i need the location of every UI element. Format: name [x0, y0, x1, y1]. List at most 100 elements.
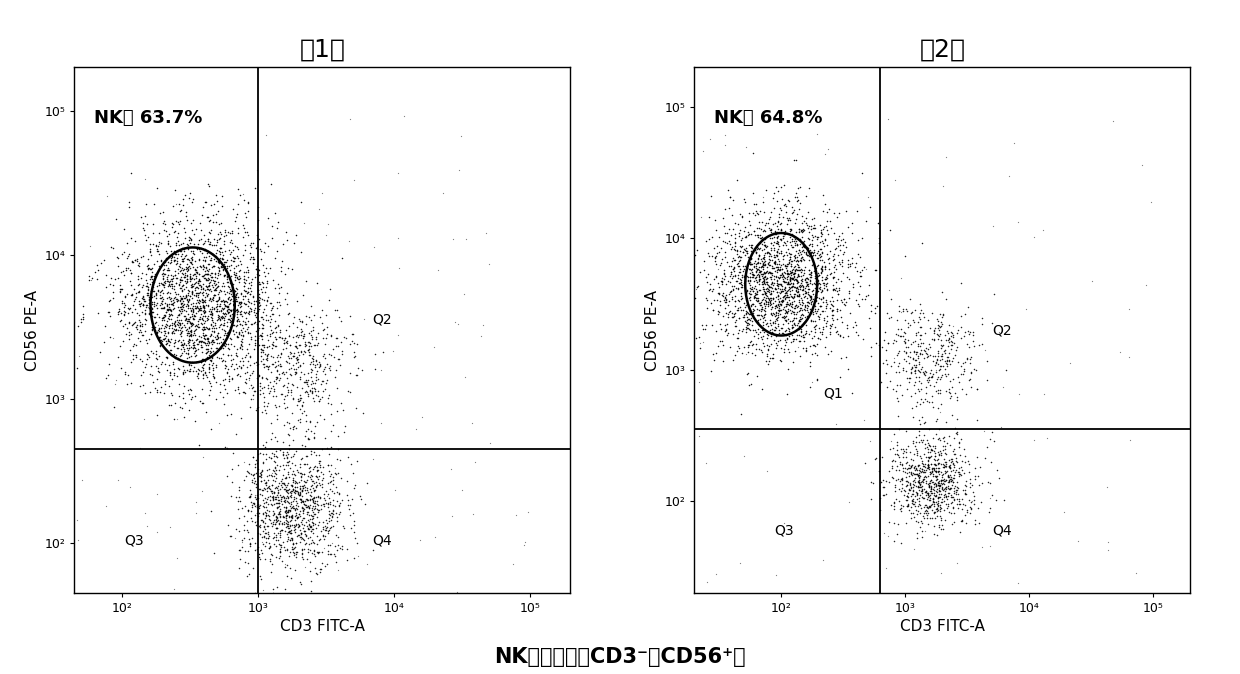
Point	[825, 262, 844, 273]
Point	[939, 348, 959, 359]
Point	[227, 296, 247, 307]
Point	[243, 390, 263, 401]
Point	[774, 276, 794, 286]
Point	[241, 238, 260, 249]
Point	[290, 390, 310, 400]
Point	[861, 494, 880, 505]
Point	[179, 337, 198, 348]
Point	[143, 376, 162, 387]
Point	[238, 348, 258, 359]
Point	[712, 276, 732, 286]
Point	[1141, 197, 1161, 208]
Point	[956, 327, 976, 338]
Point	[279, 526, 299, 537]
Point	[851, 266, 870, 277]
Point	[217, 330, 237, 341]
Point	[180, 187, 200, 198]
Point	[295, 440, 315, 451]
Point	[930, 505, 950, 516]
Point	[167, 236, 187, 247]
Point	[931, 513, 951, 524]
Point	[806, 295, 826, 306]
Point	[169, 289, 188, 300]
Point	[936, 152, 956, 162]
Point	[843, 321, 863, 332]
Point	[299, 501, 319, 512]
Point	[950, 527, 970, 538]
Point	[805, 231, 825, 241]
Point	[744, 291, 764, 302]
Point	[269, 501, 289, 512]
Point	[808, 253, 828, 264]
Point	[253, 307, 273, 317]
Point	[745, 255, 765, 266]
Point	[918, 444, 937, 455]
Point	[218, 294, 238, 305]
Point	[182, 287, 202, 298]
Point	[774, 200, 794, 210]
Point	[118, 252, 138, 263]
Point	[303, 353, 322, 364]
Point	[151, 334, 171, 345]
Point	[165, 291, 185, 302]
Point	[195, 295, 215, 306]
Point	[967, 415, 987, 426]
Point	[161, 283, 181, 294]
Point	[176, 313, 196, 324]
Point	[247, 482, 267, 493]
Point	[802, 247, 822, 257]
Point	[763, 262, 782, 273]
Point	[161, 334, 181, 345]
Point	[293, 496, 312, 507]
Point	[768, 266, 787, 277]
Point	[265, 357, 285, 367]
Point	[777, 299, 797, 309]
Point	[781, 224, 801, 235]
Point	[738, 347, 758, 358]
Point	[777, 284, 797, 295]
Point	[205, 371, 224, 382]
Point	[750, 299, 770, 310]
Point	[769, 253, 789, 264]
Point	[830, 305, 849, 315]
Point	[299, 347, 319, 358]
Point	[180, 333, 200, 344]
Point	[184, 245, 203, 256]
Point	[797, 297, 817, 307]
Y-axis label: CD56 PE-A: CD56 PE-A	[645, 290, 661, 371]
Point	[777, 290, 797, 301]
Point	[190, 336, 210, 347]
Point	[329, 499, 348, 510]
Point	[725, 295, 745, 306]
Point	[909, 485, 929, 495]
Point	[968, 518, 988, 528]
Point	[753, 233, 773, 244]
Point	[281, 347, 301, 358]
Point	[130, 212, 150, 222]
Point	[296, 377, 316, 388]
Point	[751, 269, 771, 280]
Point	[296, 477, 316, 487]
Point	[816, 296, 836, 307]
Point	[222, 372, 242, 383]
Point	[847, 206, 867, 216]
Point	[849, 288, 869, 299]
Point	[765, 302, 785, 313]
Point	[309, 357, 329, 368]
Point	[143, 322, 162, 333]
Point	[826, 283, 846, 294]
Point	[228, 253, 248, 264]
Point	[279, 430, 299, 441]
Point	[138, 338, 157, 349]
Point	[768, 280, 787, 290]
Point	[903, 479, 923, 489]
Point	[197, 369, 217, 380]
Point	[918, 377, 937, 388]
Point	[717, 330, 737, 340]
Point	[187, 305, 207, 316]
Point	[119, 248, 139, 259]
Point	[114, 301, 134, 312]
Point	[162, 297, 182, 308]
Point	[289, 509, 309, 520]
Point	[791, 225, 811, 236]
